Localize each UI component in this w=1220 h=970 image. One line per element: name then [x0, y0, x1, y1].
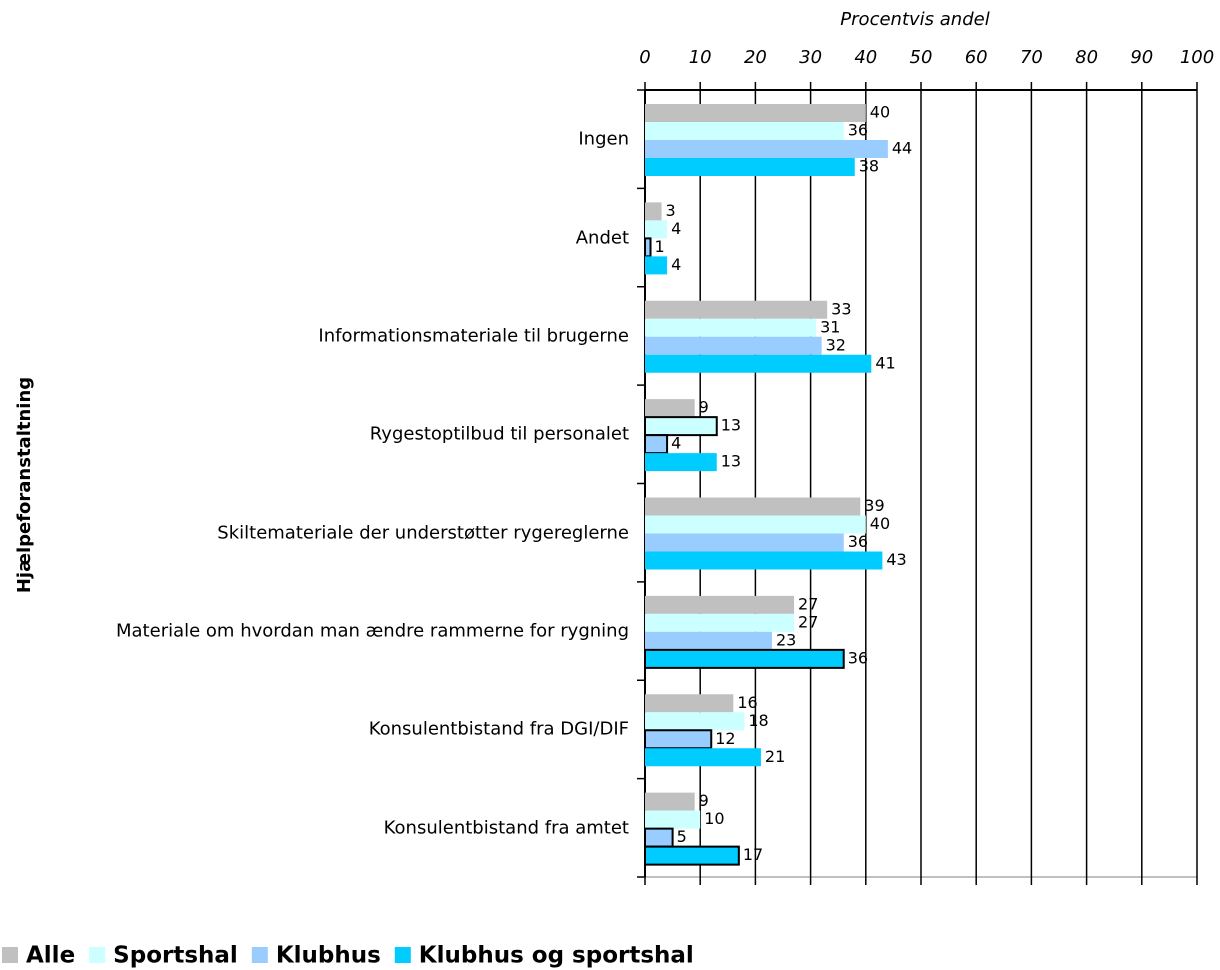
data-label: 38 — [859, 157, 879, 176]
bar — [645, 300, 828, 319]
bar — [644, 434, 669, 455]
category-label: Ingen — [578, 128, 629, 150]
bar — [645, 140, 888, 158]
bar — [644, 729, 713, 750]
data-label: 27 — [798, 612, 818, 631]
data-label: 40 — [870, 103, 890, 122]
bar — [645, 631, 772, 650]
bar — [645, 551, 883, 570]
bar — [645, 712, 745, 731]
x-tick-label: 80 — [1075, 47, 1098, 68]
bar — [644, 416, 718, 437]
bar — [645, 399, 695, 418]
legend-swatch — [251, 947, 268, 963]
x-tick-label: 90 — [1130, 47, 1153, 68]
category-label: Informationsmateriale til brugerne — [318, 325, 629, 347]
category-label: Andet — [575, 227, 629, 249]
x-tick-label: 70 — [1020, 47, 1043, 68]
data-label: 40 — [870, 514, 890, 533]
data-label: 33 — [831, 299, 851, 318]
data-label: 43 — [886, 550, 906, 569]
data-label: 21 — [765, 747, 785, 766]
y-axis-label: Hjælpeforanstaltning — [14, 377, 35, 593]
category-label: Materiale om hvordan man ændre rammerne … — [116, 620, 629, 642]
bar — [644, 845, 740, 866]
category-label: Rygestoptilbud til personalet — [369, 423, 629, 445]
x-tick-label: 50 — [910, 47, 933, 68]
x-tick-label: 10 — [689, 47, 712, 68]
x-tick-label: 0 — [639, 47, 650, 68]
legend-label: Klubhus — [276, 943, 381, 969]
data-label: 36 — [848, 532, 868, 551]
bar — [644, 827, 674, 848]
data-label: 41 — [875, 353, 895, 372]
bar — [645, 453, 717, 472]
bar — [645, 336, 822, 355]
bar — [645, 122, 844, 140]
data-label: 5 — [677, 827, 687, 846]
data-label: 17 — [743, 845, 763, 864]
bar — [645, 256, 668, 275]
bar — [645, 354, 872, 373]
data-label: 1 — [655, 237, 665, 256]
x-tick-label: 40 — [854, 47, 877, 68]
data-label: 9 — [699, 398, 709, 417]
data-label: 16 — [737, 693, 757, 712]
data-label: 13 — [721, 416, 741, 435]
data-label: 3 — [666, 201, 676, 220]
data-label: 44 — [892, 139, 912, 158]
legend-swatch — [394, 947, 411, 963]
bar — [644, 648, 845, 669]
data-label: 4 — [671, 219, 681, 238]
legend-label: Klubhus og sportshal — [419, 943, 694, 969]
data-label: 4 — [671, 255, 681, 274]
x-tick-label: 60 — [965, 47, 988, 68]
bar — [645, 748, 761, 767]
bar — [645, 613, 795, 632]
bar — [645, 595, 795, 614]
bar — [645, 497, 861, 516]
bar — [645, 104, 866, 122]
data-label: 31 — [820, 317, 840, 336]
bar — [645, 533, 844, 552]
bar — [645, 515, 866, 534]
bar — [645, 318, 817, 337]
legend-swatch — [89, 947, 106, 963]
data-label: 23 — [776, 630, 796, 649]
legend-label: Alle — [26, 943, 75, 969]
bar — [645, 694, 734, 713]
data-label: 36 — [848, 121, 868, 140]
data-label: 13 — [721, 452, 741, 471]
bar — [644, 237, 652, 258]
x-axis-label: Procentvis andel — [840, 9, 989, 30]
data-label: 39 — [864, 496, 884, 515]
x-tick-label: 100 — [1180, 47, 1214, 68]
x-tick-label: 20 — [744, 47, 767, 68]
data-label: 4 — [671, 434, 681, 453]
category-label: Konsulentbistand fra DGI/DIF — [368, 718, 629, 740]
bar — [645, 810, 701, 829]
data-label: 10 — [704, 809, 724, 828]
bar — [645, 220, 668, 239]
data-label: 18 — [748, 711, 768, 730]
x-tick-label: 30 — [799, 47, 822, 68]
category-label: Skiltemateriale der understøtter rygereg… — [217, 522, 629, 544]
legend-swatch — [2, 947, 18, 963]
category-label: Konsulentbistand fra amtet — [383, 817, 629, 839]
bar — [645, 158, 855, 176]
data-label: 9 — [699, 791, 709, 810]
bar — [645, 202, 662, 221]
data-label: 12 — [715, 729, 735, 748]
legend-label: Sportshal — [113, 943, 238, 969]
data-label: 32 — [826, 335, 846, 354]
data-label: 27 — [798, 594, 818, 613]
data-label: 36 — [848, 648, 868, 667]
bar — [645, 792, 695, 811]
